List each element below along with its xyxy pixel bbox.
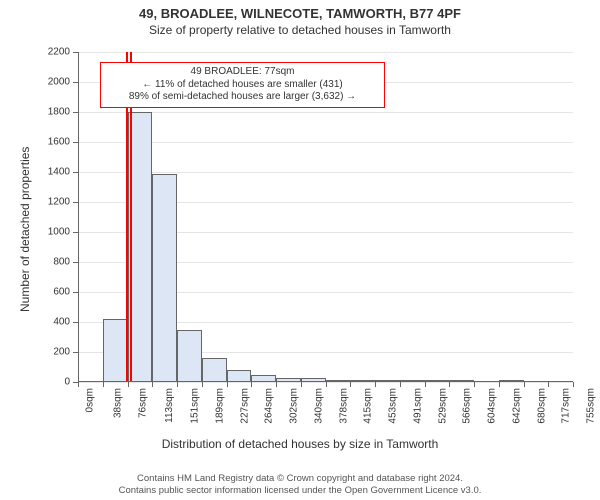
y-tick-label: 800 — [53, 257, 70, 268]
x-tick-label: 453sqm — [387, 388, 398, 424]
histogram-bar — [103, 319, 128, 382]
footer-line: Contains public sector information licen… — [0, 485, 600, 496]
y-tick-label: 1000 — [48, 227, 70, 238]
y-tick-label: 600 — [53, 287, 70, 298]
x-tick-label: 680sqm — [536, 388, 547, 424]
histogram-bar — [152, 174, 177, 383]
x-tick-label: 227sqm — [239, 388, 250, 424]
x-tick-label: 264sqm — [264, 388, 275, 424]
x-tick-label: 415sqm — [363, 388, 374, 424]
chart-title: 49, BROADLEE, WILNECOTE, TAMWORTH, B77 4… — [0, 0, 600, 21]
x-tick-mark — [78, 382, 79, 387]
x-tick-label: 113sqm — [164, 388, 175, 423]
y-tick-label: 200 — [53, 347, 70, 358]
x-tick-mark — [350, 382, 351, 387]
x-tick-label: 491sqm — [412, 388, 423, 424]
x-tick-mark — [499, 382, 500, 387]
footer-attribution: Contains HM Land Registry data © Crown c… — [0, 473, 600, 496]
x-tick-mark — [202, 382, 203, 387]
page-root: 49, BROADLEE, WILNECOTE, TAMWORTH, B77 4… — [0, 0, 600, 500]
annotation-line: 49 BROADLEE: 77sqm — [107, 66, 378, 79]
footer-line: Contains HM Land Registry data © Crown c… — [0, 473, 600, 484]
chart-subtitle: Size of property relative to detached ho… — [0, 21, 600, 37]
x-tick-mark — [251, 382, 252, 387]
x-tick-label: 755sqm — [585, 388, 596, 424]
histogram-bar — [202, 358, 227, 382]
x-tick-label: 151sqm — [189, 388, 200, 424]
x-tick-label: 189sqm — [214, 388, 225, 424]
x-tick-mark — [227, 382, 228, 387]
y-tick-label: 2200 — [48, 47, 70, 58]
x-tick-mark — [524, 382, 525, 387]
y-tick-label: 1200 — [48, 197, 70, 208]
y-tick-label: 400 — [53, 317, 70, 328]
x-tick-mark — [474, 382, 475, 387]
x-tick-mark — [177, 382, 178, 387]
x-tick-label: 529sqm — [437, 388, 448, 424]
x-tick-mark — [573, 382, 574, 387]
x-tick-mark — [400, 382, 401, 387]
y-tick-label: 2000 — [48, 77, 70, 88]
x-tick-mark — [548, 382, 549, 387]
x-tick-mark — [152, 382, 153, 387]
annotation-line: 89% of semi-detached houses are larger (… — [107, 91, 378, 104]
x-tick-mark — [375, 382, 376, 387]
gridline — [78, 142, 573, 143]
gridline — [78, 112, 573, 113]
x-tick-label: 378sqm — [338, 388, 349, 424]
x-tick-mark — [425, 382, 426, 387]
x-tick-mark — [103, 382, 104, 387]
x-tick-mark — [326, 382, 327, 387]
x-tick-label: 566sqm — [462, 388, 473, 424]
x-tick-label: 642sqm — [511, 388, 522, 424]
x-tick-mark — [128, 382, 129, 387]
x-axis-label: Distribution of detached houses by size … — [0, 437, 600, 451]
y-tick-label: 1400 — [48, 167, 70, 178]
annotation-line: ← 11% of detached houses are smaller (43… — [107, 79, 378, 92]
y-tick-label: 1800 — [48, 107, 70, 118]
y-tick-label: 0 — [64, 377, 70, 388]
x-tick-mark — [301, 382, 302, 387]
x-tick-label: 302sqm — [288, 388, 299, 424]
y-tick-label: 1600 — [48, 137, 70, 148]
axis-line — [78, 381, 573, 382]
y-axis-label: Number of detached properties — [18, 147, 32, 312]
x-tick-mark — [449, 382, 450, 387]
axis-line — [78, 52, 79, 382]
x-tick-label: 717sqm — [561, 388, 572, 424]
chart-annotation-box: 49 BROADLEE: 77sqm← 11% of detached hous… — [100, 62, 385, 108]
x-tick-label: 604sqm — [486, 388, 497, 424]
x-tick-label: 38sqm — [112, 388, 123, 418]
gridline — [78, 52, 573, 53]
x-tick-label: 76sqm — [137, 388, 148, 418]
x-tick-label: 0sqm — [85, 388, 96, 412]
x-tick-mark — [276, 382, 277, 387]
x-tick-label: 340sqm — [313, 388, 324, 424]
histogram-bar — [177, 330, 202, 383]
